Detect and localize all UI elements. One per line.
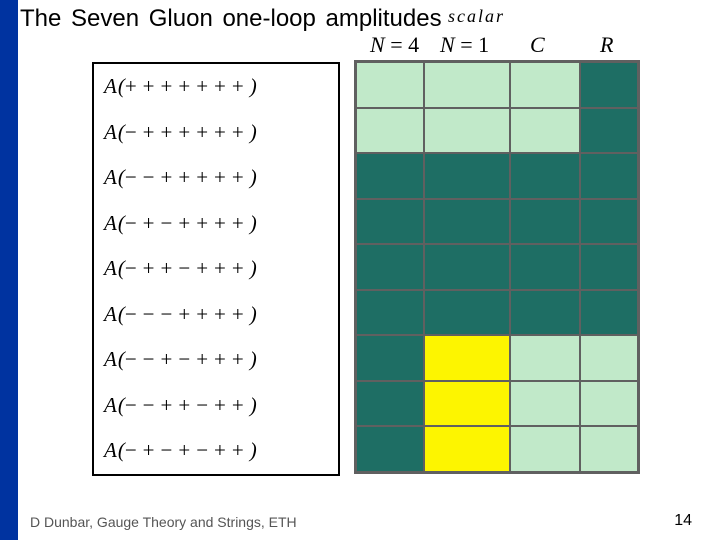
grid-cell xyxy=(356,426,424,472)
grid-row xyxy=(356,199,638,245)
grid-cell xyxy=(424,244,510,290)
page-title: The Seven Gluon one-loop amplitudes xyxy=(20,5,442,33)
grid-cell xyxy=(580,335,638,381)
grid-row xyxy=(356,426,638,472)
page-number: 14 xyxy=(674,512,692,530)
grid-cell xyxy=(424,62,510,108)
blue-sidebar xyxy=(0,0,18,540)
column-header-n1: N = 1 xyxy=(440,32,489,58)
grid-cell xyxy=(580,381,638,427)
grid-cell xyxy=(356,62,424,108)
grid-cell xyxy=(356,108,424,154)
grid-row xyxy=(356,335,638,381)
grid-cell xyxy=(580,244,638,290)
grid-cell xyxy=(510,108,580,154)
column-header-c: C xyxy=(530,32,545,58)
grid-cell xyxy=(424,153,510,199)
amplitude-row: A(−+−+−++) xyxy=(94,428,338,474)
grid-cell xyxy=(356,335,424,381)
amplitude-row: A(−−−++++) xyxy=(94,292,338,338)
grid-row xyxy=(356,108,638,154)
grid-cell xyxy=(510,199,580,245)
status-grid xyxy=(354,60,640,474)
grid-cell xyxy=(580,153,638,199)
grid-cell xyxy=(510,335,580,381)
grid-cell xyxy=(510,62,580,108)
grid-cell xyxy=(580,290,638,336)
amplitude-list: A(+++++++)A(−++++++)A(−−+++++)A(−+−++++)… xyxy=(92,62,340,476)
grid-cell xyxy=(424,426,510,472)
grid-cell xyxy=(356,290,424,336)
grid-cell xyxy=(424,381,510,427)
grid-cell xyxy=(510,426,580,472)
grid-cell xyxy=(424,199,510,245)
grid-row xyxy=(356,62,638,108)
grid-cell xyxy=(510,290,580,336)
grid-cell xyxy=(356,244,424,290)
amplitude-row: A(−++++++) xyxy=(94,110,338,156)
scalar-label: scalar xyxy=(448,6,505,27)
amplitude-row: A(−++−+++) xyxy=(94,246,338,292)
amplitude-row: A(−+−++++) xyxy=(94,201,338,247)
grid-cell xyxy=(424,335,510,381)
grid-row xyxy=(356,153,638,199)
amplitude-row: A(−−++−++) xyxy=(94,383,338,429)
grid-cell xyxy=(424,108,510,154)
grid-cell xyxy=(510,153,580,199)
grid-cell xyxy=(356,153,424,199)
grid-cell xyxy=(580,199,638,245)
footer-text: D Dunbar, Gauge Theory and Strings, ETH xyxy=(30,514,297,530)
grid-row xyxy=(356,381,638,427)
grid-cell xyxy=(356,381,424,427)
grid-cell xyxy=(580,62,638,108)
column-header-r: R xyxy=(600,32,613,58)
column-header-n4: N = 4 xyxy=(370,32,419,58)
grid-cell xyxy=(510,381,580,427)
amplitude-row: A(+++++++) xyxy=(94,64,338,110)
grid-cell xyxy=(510,244,580,290)
grid-cell xyxy=(424,290,510,336)
amplitude-row: A(−−+++++) xyxy=(94,155,338,201)
grid-row xyxy=(356,290,638,336)
grid-cell xyxy=(580,108,638,154)
amplitude-row: A(−−+−+++) xyxy=(94,337,338,383)
grid-row xyxy=(356,244,638,290)
grid-cell xyxy=(356,199,424,245)
grid-cell xyxy=(580,426,638,472)
